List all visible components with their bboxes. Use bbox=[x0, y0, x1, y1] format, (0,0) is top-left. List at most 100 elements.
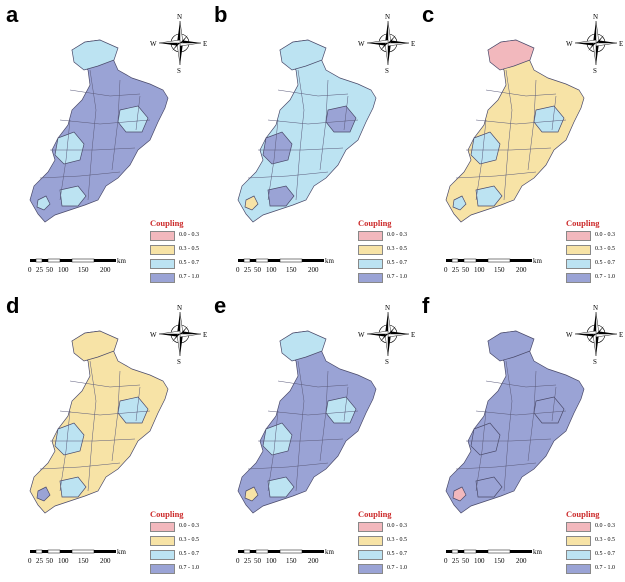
scale-unit: km bbox=[117, 257, 127, 265]
region-north bbox=[279, 39, 327, 71]
scale-tick: 200 bbox=[516, 266, 527, 274]
region-patch-south bbox=[475, 476, 503, 498]
legend-swatch bbox=[566, 550, 591, 560]
map-body bbox=[445, 39, 585, 223]
legend-swatch bbox=[150, 231, 175, 241]
region-spot bbox=[244, 486, 259, 502]
legend-range: 0.0 - 0.3 bbox=[387, 232, 407, 238]
region-patch-south bbox=[267, 476, 295, 498]
legend-swatch bbox=[566, 564, 591, 574]
panel-label: a bbox=[6, 2, 19, 27]
legend-row-3: 0.5 - 0.7 bbox=[566, 259, 622, 270]
legend-title: Coupling bbox=[566, 218, 600, 228]
legend-swatch bbox=[150, 259, 175, 269]
legend-row-3: 0.5 - 0.7 bbox=[150, 259, 206, 270]
map-panel-f: f N S E W Coupling bbox=[416, 291, 624, 582]
scale-tick: 100 bbox=[266, 266, 277, 274]
legend: Coupling 0.0 - 0.3 0.3 - 0.5 0.5 - 0.7 0… bbox=[150, 509, 206, 578]
compass-e: E bbox=[203, 40, 207, 48]
scale-tick: 0 bbox=[28, 266, 32, 274]
map-panel-a: a N S E W Coupling bbox=[0, 0, 208, 291]
legend-row-1: 0.0 - 0.3 bbox=[566, 231, 622, 242]
scale-tick: 50 bbox=[46, 557, 54, 565]
legend-range: 0.5 - 0.7 bbox=[595, 551, 615, 557]
region-map bbox=[29, 39, 169, 223]
legend-row-2: 0.3 - 0.5 bbox=[150, 245, 206, 256]
legend-range: 0.7 - 1.0 bbox=[387, 274, 407, 280]
legend-swatch bbox=[150, 245, 175, 255]
panel-label: e bbox=[214, 293, 227, 318]
scale-tick: 200 bbox=[516, 557, 527, 565]
district-boundaries bbox=[39, 360, 151, 492]
legend-row-1: 0.0 - 0.3 bbox=[566, 522, 622, 533]
scale-tick: 0 bbox=[444, 557, 448, 565]
legend-swatch bbox=[150, 550, 175, 560]
region-patch-west bbox=[54, 422, 85, 456]
compass-rose-icon: N S E W bbox=[150, 304, 207, 365]
legend-swatch bbox=[566, 273, 591, 283]
panel-label: d bbox=[6, 293, 20, 318]
district-boundaries bbox=[455, 360, 567, 492]
scale-tick: 50 bbox=[46, 266, 54, 274]
scale-unit: km bbox=[325, 257, 335, 265]
compass-w: W bbox=[566, 331, 573, 339]
map-body bbox=[237, 39, 377, 223]
scale-tick: 50 bbox=[254, 266, 262, 274]
compass-n: N bbox=[593, 13, 598, 21]
compass-s: S bbox=[385, 67, 389, 74]
legend: Coupling 0.0 - 0.3 0.3 - 0.5 0.5 - 0.7 0… bbox=[150, 218, 206, 287]
region-map bbox=[237, 39, 377, 223]
scale-unit: km bbox=[533, 548, 543, 556]
legend-range: 0.3 - 0.5 bbox=[595, 246, 615, 252]
scale-tick: 25 bbox=[452, 266, 460, 274]
scale-tick: 50 bbox=[462, 266, 470, 274]
legend-range: 0.7 - 1.0 bbox=[387, 565, 407, 571]
legend-swatch bbox=[566, 259, 591, 269]
compass-n: N bbox=[385, 304, 390, 312]
legend: Coupling 0.0 - 0.3 0.3 - 0.5 0.5 - 0.7 0… bbox=[358, 509, 414, 578]
region-map bbox=[29, 330, 169, 514]
map-body bbox=[29, 39, 169, 223]
legend-range: 0.7 - 1.0 bbox=[179, 565, 199, 571]
scale-tick: 0 bbox=[236, 557, 240, 565]
legend-range: 0.5 - 0.7 bbox=[387, 260, 407, 266]
legend-row-2: 0.3 - 0.5 bbox=[566, 536, 622, 547]
legend-swatch bbox=[150, 536, 175, 546]
legend-title: Coupling bbox=[358, 509, 392, 519]
scale-tick: 150 bbox=[494, 266, 505, 274]
legend-row-4: 0.7 - 1.0 bbox=[358, 273, 414, 284]
compass-w: W bbox=[150, 331, 157, 339]
legend-row-3: 0.5 - 0.7 bbox=[566, 550, 622, 561]
region-patch-west bbox=[262, 422, 293, 456]
legend-swatch bbox=[566, 522, 591, 532]
scale-tick: 25 bbox=[452, 557, 460, 565]
legend-row-2: 0.3 - 0.5 bbox=[150, 536, 206, 547]
scale-unit: km bbox=[533, 257, 543, 265]
map-panel-c: c N S E W Coupling bbox=[416, 0, 624, 291]
legend: Coupling 0.0 - 0.3 0.3 - 0.5 0.5 - 0.7 0… bbox=[566, 509, 622, 578]
scale-tick: 200 bbox=[308, 266, 319, 274]
scale-unit: km bbox=[117, 548, 127, 556]
legend-title: Coupling bbox=[566, 509, 600, 519]
compass-n: N bbox=[177, 304, 182, 312]
scale-bar: km 0 25 50 100 150 200 bbox=[236, 257, 335, 274]
compass-e: E bbox=[411, 40, 415, 48]
legend-swatch bbox=[358, 245, 383, 255]
legend-row-4: 0.7 - 1.0 bbox=[566, 273, 622, 284]
compass-rose-icon: N S E W bbox=[150, 13, 207, 74]
scale-tick: 150 bbox=[286, 557, 297, 565]
legend-swatch bbox=[566, 536, 591, 546]
legend-title: Coupling bbox=[150, 509, 184, 519]
scale-tick: 25 bbox=[244, 557, 252, 565]
region-map bbox=[445, 330, 585, 514]
compass-w: W bbox=[358, 40, 365, 48]
legend-range: 0.7 - 1.0 bbox=[595, 565, 615, 571]
map-panel-b: b N S E W Coupling bbox=[208, 0, 416, 291]
scale-bar: km 0 25 50 100 150 200 bbox=[444, 257, 543, 274]
compass-s: S bbox=[593, 358, 597, 365]
scale-tick: 100 bbox=[58, 266, 69, 274]
scale-tick: 100 bbox=[474, 266, 485, 274]
legend-swatch bbox=[358, 550, 383, 560]
scale-tick: 0 bbox=[236, 266, 240, 274]
scale-tick: 150 bbox=[494, 557, 505, 565]
